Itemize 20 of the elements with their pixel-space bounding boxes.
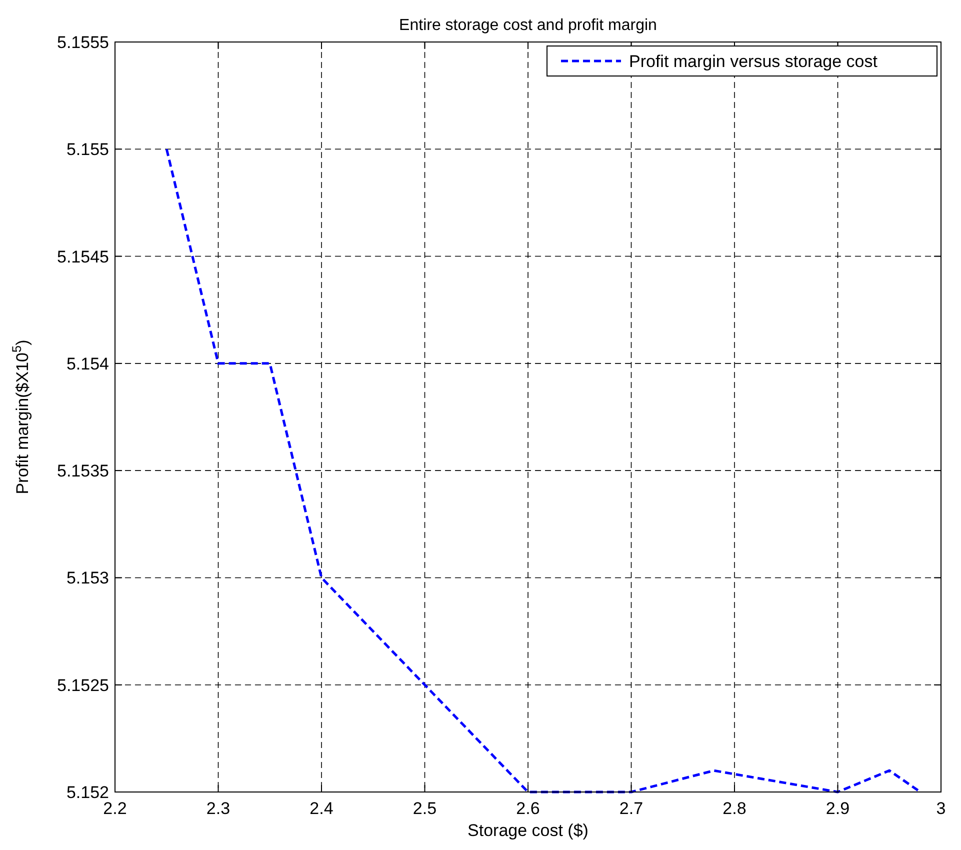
y-tick-label: 5.1525: [57, 676, 109, 695]
y-tick-label: 5.154: [66, 354, 109, 374]
x-tick-label: 3: [936, 799, 946, 818]
y-tick-label: 5.153: [66, 568, 109, 588]
x-tick-label: 2.4: [310, 799, 334, 818]
x-tick-label: 2.5: [412, 799, 437, 818]
x-tick-label: 2.8: [722, 799, 746, 818]
y-tick-label: 5.1545: [57, 247, 109, 266]
y-tick-label: 5.1555: [57, 33, 109, 52]
y-tick-label: 5.152: [66, 783, 109, 802]
x-tick-label: 2.7: [619, 799, 644, 818]
x-tick-label: 2.6: [516, 799, 540, 818]
legend-label: Profit margin versus storage cost: [629, 52, 878, 71]
y-tick-label: 5.1535: [57, 462, 109, 481]
x-axis-title: Storage cost ($): [468, 821, 588, 840]
y-tick-label: 5.155: [66, 140, 109, 160]
x-tick-label: 2.2: [103, 799, 127, 818]
x-tick-label: 2.9: [826, 799, 850, 818]
x-tick-label: 2.3: [206, 799, 230, 818]
chart-title: Entire storage cost and profit margin: [399, 17, 657, 34]
